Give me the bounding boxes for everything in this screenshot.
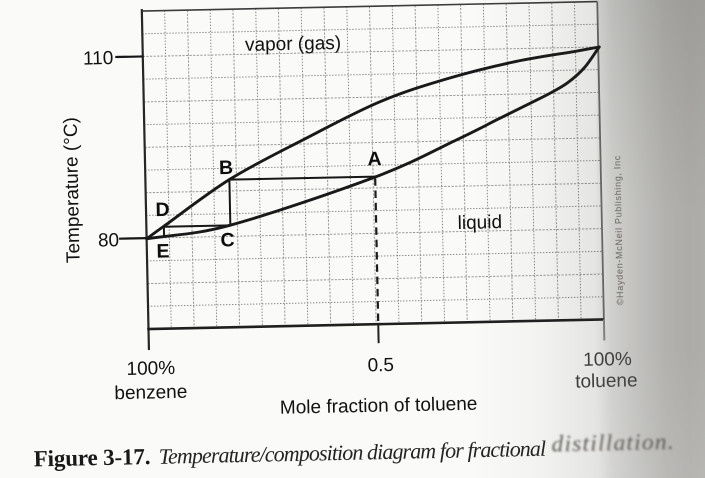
svg-text:Temperature (°C): Temperature (°C) [61,117,85,263]
svg-text:©Hayden-McNeil Publishing, Inc: ©Hayden-McNeil Publishing, Inc [612,155,625,305]
svg-text:B: B [219,157,234,179]
svg-text:Temperature/composition diagra: Temperature/composition diagram for frac… [158,436,546,469]
svg-text:C: C [220,229,235,251]
svg-text:liquid: liquid [457,212,502,234]
svg-text:100%: 100% [583,349,632,371]
svg-text:distillation.: distillation. [551,429,675,458]
svg-text:benzene: benzene [114,382,187,405]
svg-text:Figure 3-17.: Figure 3-17. [33,444,150,471]
svg-text:Mole fraction of toluene: Mole fraction of toluene [280,394,478,419]
svg-text:0.5: 0.5 [367,355,394,377]
svg-text:80: 80 [98,230,120,251]
svg-text:A: A [367,148,382,170]
svg-text:toluene: toluene [575,370,638,392]
svg-text:E: E [156,240,169,262]
svg-text:D: D [155,199,170,221]
svg-text:100%: 100% [126,358,175,380]
svg-text:110: 110 [83,48,114,70]
svg-text:vapor (gas): vapor (gas) [245,33,342,56]
